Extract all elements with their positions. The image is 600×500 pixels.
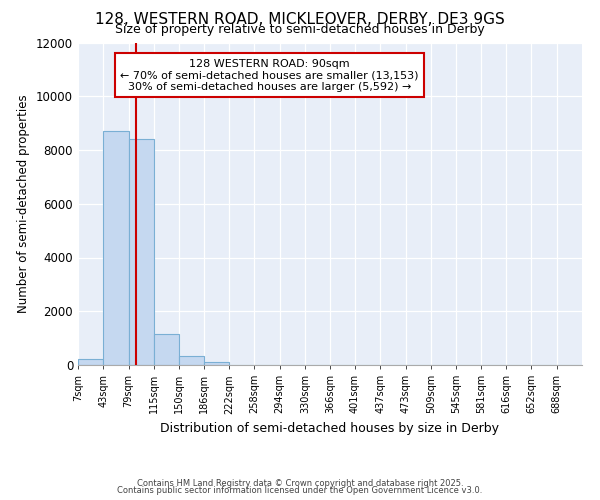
Text: 128 WESTERN ROAD: 90sqm
← 70% of semi-detached houses are smaller (13,153)
30% o: 128 WESTERN ROAD: 90sqm ← 70% of semi-de…: [120, 58, 419, 92]
Text: Contains HM Land Registry data © Crown copyright and database right 2025.: Contains HM Land Registry data © Crown c…: [137, 478, 463, 488]
Bar: [103, 131, 128, 365]
Bar: [154, 334, 179, 365]
Bar: [204, 362, 229, 365]
Y-axis label: Number of semi-detached properties: Number of semi-detached properties: [17, 94, 31, 313]
Text: Size of property relative to semi-detached houses in Derby: Size of property relative to semi-detach…: [115, 22, 485, 36]
Text: 128, WESTERN ROAD, MICKLEOVER, DERBY, DE3 9GS: 128, WESTERN ROAD, MICKLEOVER, DERBY, DE…: [95, 12, 505, 28]
Text: Contains public sector information licensed under the Open Government Licence v3: Contains public sector information licen…: [118, 486, 482, 495]
Bar: [128, 139, 154, 365]
X-axis label: Distribution of semi-detached houses by size in Derby: Distribution of semi-detached houses by …: [161, 422, 499, 435]
Bar: [78, 359, 103, 365]
Bar: [179, 356, 204, 365]
